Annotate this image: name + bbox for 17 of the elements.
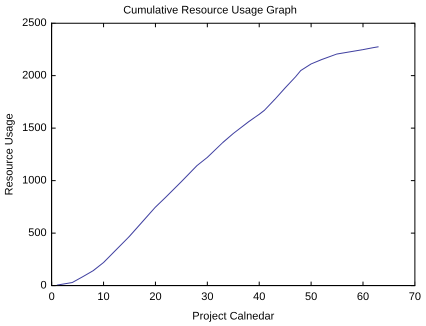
y-axis-title: Resource Usage — [4, 113, 16, 196]
y-tick-label: 0 — [40, 280, 47, 292]
chart-title: Cumulative Resource Usage Graph — [123, 4, 297, 17]
x-tick-label: 70 — [408, 291, 422, 304]
y-tick-label: 500 — [28, 227, 47, 240]
x-tick-label: 30 — [201, 291, 214, 304]
x-axis-title: Project Calnedar — [192, 310, 275, 322]
y-tick-label: 1500 — [22, 122, 47, 134]
x-tick-label: 20 — [149, 291, 162, 304]
y-tick-label: 2500 — [22, 17, 47, 30]
x-tick-label: 0 — [48, 291, 55, 304]
x-tick-label: 40 — [253, 291, 266, 304]
x-tick-label: 50 — [304, 291, 318, 304]
x-tick-label: 10 — [97, 291, 110, 304]
x-tick-label: 60 — [356, 291, 370, 304]
y-tick-label: 1000 — [22, 174, 47, 187]
y-tick-label: 2000 — [22, 70, 47, 82]
